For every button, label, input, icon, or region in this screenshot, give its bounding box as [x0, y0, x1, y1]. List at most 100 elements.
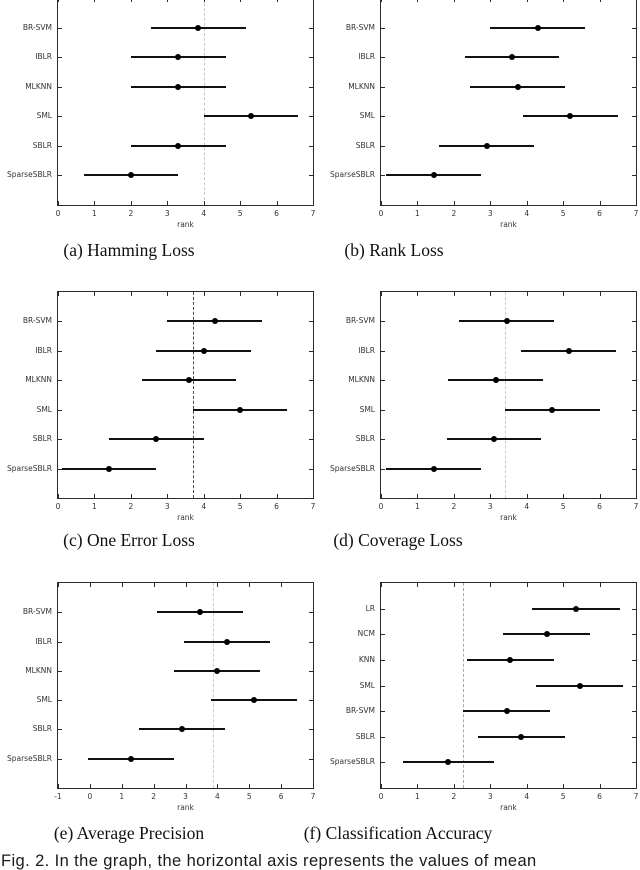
y-tick-left — [58, 116, 62, 118]
mean-dot — [490, 436, 497, 443]
x-tick-top — [203, 0, 205, 2]
mean-dot — [211, 318, 218, 325]
mean-dot — [503, 708, 510, 715]
x-tick-label: 4 — [201, 209, 207, 218]
y-tick-right — [632, 468, 636, 470]
x-tick-label: 3 — [487, 792, 493, 801]
x-tick-top — [281, 583, 283, 587]
y-axis-label: SML — [359, 680, 375, 690]
x-axis-title: rank — [500, 513, 517, 522]
y-tick-left — [58, 86, 62, 88]
reference-dashed-line — [212, 583, 214, 788]
y-tick-right — [632, 439, 636, 441]
x-tick-label: 2 — [451, 502, 457, 511]
mean-dot — [503, 318, 510, 325]
mean-dot — [175, 83, 182, 90]
mean-dot — [567, 113, 574, 120]
y-tick-left — [381, 350, 385, 352]
subplot-b-caption: (b) Rank Loss — [344, 240, 444, 260]
x-tick-label: 0 — [55, 502, 61, 511]
y-tick-right — [632, 634, 636, 636]
y-axis-label: SML — [359, 111, 375, 121]
x-tick-top — [58, 292, 59, 296]
x-tick-top — [94, 292, 96, 296]
y-axis-label: BR-SVM — [22, 22, 52, 32]
x-tick-label: 6 — [274, 502, 279, 511]
mean-dot — [572, 605, 579, 612]
y-tick-right — [632, 762, 636, 764]
x-tick-bottom — [167, 201, 169, 205]
x-tick-bottom — [453, 494, 455, 498]
x-tick-bottom — [281, 784, 283, 788]
y-tick-right — [309, 145, 313, 147]
y-axis-label: IBLR — [35, 636, 52, 646]
y-tick-left — [58, 758, 62, 760]
y-axis-label: MLKNN — [25, 375, 52, 385]
x-tick-top — [276, 292, 278, 296]
subplot-a-caption: (a) Hamming Loss — [63, 240, 195, 260]
y-axis-label: SparseSBLR — [6, 170, 52, 180]
x-tick-label: 4 — [201, 502, 207, 511]
x-tick-top — [185, 583, 187, 587]
y-tick-right — [309, 321, 313, 323]
x-tick-bottom — [313, 494, 314, 498]
x-tick-label: 1 — [92, 502, 97, 511]
x-tick-label: 7 — [633, 792, 639, 801]
x-tick-bottom — [240, 201, 242, 205]
x-tick-label: 2 — [128, 502, 134, 511]
x-tick-bottom — [217, 784, 219, 788]
x-tick-bottom — [276, 494, 278, 498]
mean-dot — [430, 172, 437, 179]
mean-dot — [492, 377, 499, 384]
subplot-e-caption: (e) Average Precision — [53, 823, 205, 843]
mean-dot — [179, 726, 186, 733]
x-tick-top — [636, 0, 637, 2]
x-tick-top — [167, 0, 169, 2]
x-tick-bottom — [185, 784, 187, 788]
y-tick-left — [381, 439, 385, 441]
x-tick-bottom — [276, 201, 278, 205]
y-tick-right — [632, 608, 636, 610]
x-tick-bottom — [417, 784, 419, 788]
x-tick-top — [599, 583, 601, 587]
y-tick-left — [381, 634, 385, 636]
y-tick-right — [632, 175, 636, 177]
x-tick-top — [636, 583, 637, 587]
reference-dashed-line — [462, 583, 464, 788]
x-tick-bottom — [249, 784, 251, 788]
x-tick-top — [58, 583, 59, 587]
y-tick-right — [309, 439, 313, 441]
x-tick-top — [381, 0, 382, 2]
x-tick-bottom — [636, 201, 637, 205]
y-axis-label: SBLR — [32, 724, 52, 734]
x-tick-label: 7 — [310, 792, 316, 801]
mean-dot — [534, 24, 541, 31]
x-tick-bottom — [153, 784, 155, 788]
x-tick-top — [381, 292, 382, 296]
x-tick-label: 0 — [87, 792, 93, 801]
y-axis-label: IBLR — [358, 52, 375, 62]
mean-dot — [507, 656, 514, 663]
mean-dot — [127, 172, 134, 179]
x-tick-top — [490, 0, 492, 2]
y-tick-right — [309, 86, 313, 88]
x-axis-title: rank — [177, 513, 194, 522]
subplot-b-axes: BR-SVM IBLR MLKNN SML SBLR SparseSBLR 0 1 2 3 4 5 6 7… — [330, 0, 638, 229]
x-tick-label: 2 — [451, 792, 457, 801]
y-tick-right — [632, 27, 636, 29]
y-tick-left — [381, 380, 385, 382]
y-tick-right — [309, 670, 313, 672]
y-axis-label: BR-SVM — [345, 22, 375, 32]
x-axis-title: rank — [177, 220, 194, 229]
y-tick-right — [632, 116, 636, 118]
x-tick-bottom — [313, 784, 314, 788]
x-tick-label: 1 — [415, 502, 420, 511]
x-tick-bottom — [94, 201, 96, 205]
x-tick-label: 1 — [119, 792, 125, 801]
mean-dot — [251, 697, 258, 704]
x-tick-bottom — [381, 494, 382, 498]
x-tick-bottom — [417, 494, 419, 498]
x-tick-top — [526, 292, 528, 296]
x-tick-label: 6 — [597, 792, 602, 801]
x-tick-bottom — [94, 494, 96, 498]
